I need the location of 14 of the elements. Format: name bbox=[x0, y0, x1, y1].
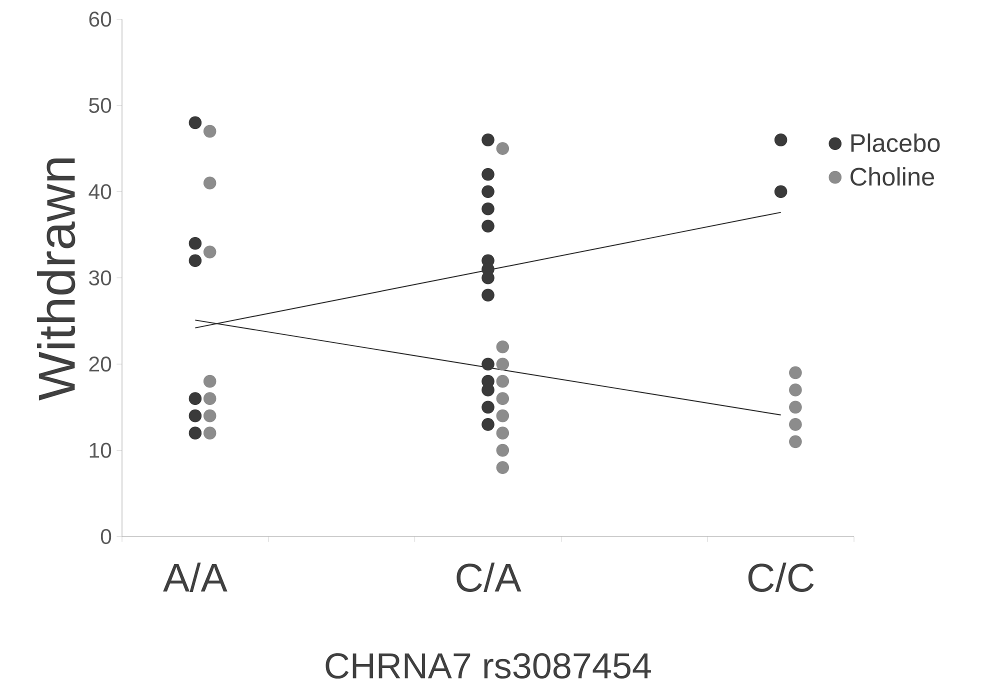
y-tick-label: 20 bbox=[89, 356, 112, 372]
x-axis-title: CHRNA7 rs3087454 bbox=[326, 653, 651, 679]
x-tick-label: C/C bbox=[748, 562, 814, 592]
y-tick-label: 40 bbox=[88, 184, 112, 200]
y-tick-label: 30 bbox=[89, 270, 112, 286]
legend-label: Placebo bbox=[851, 133, 940, 152]
legend-label: Choline bbox=[850, 167, 934, 186]
y-tick-label: 60 bbox=[89, 12, 112, 27]
x-tick-label: C/A bbox=[456, 562, 522, 592]
x-tick-label: A/A bbox=[163, 562, 228, 592]
y-tick-label: 0 bbox=[100, 528, 112, 544]
y-axis-title: Withdrawn bbox=[37, 158, 76, 400]
y-tick-label: 50 bbox=[89, 98, 112, 113]
y-tick-label: 10 bbox=[90, 442, 112, 458]
